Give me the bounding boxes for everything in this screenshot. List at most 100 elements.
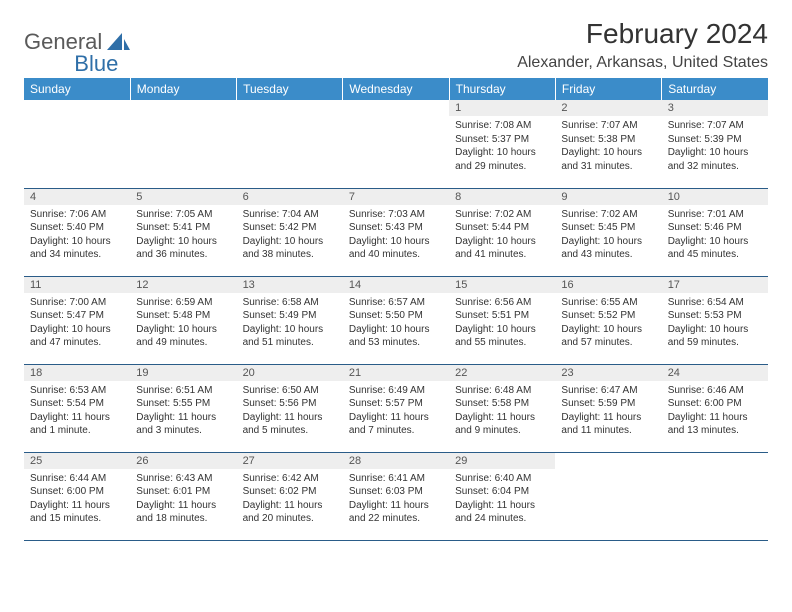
calendar-cell: 8Sunrise: 7:02 AMSunset: 5:44 PMDaylight…	[449, 188, 555, 276]
calendar-cell: 22Sunrise: 6:48 AMSunset: 5:58 PMDayligh…	[449, 364, 555, 452]
calendar-cell: 6Sunrise: 7:04 AMSunset: 5:42 PMDaylight…	[237, 188, 343, 276]
calendar-cell	[662, 452, 768, 540]
day-number: 18	[24, 365, 130, 381]
day-number: 25	[24, 453, 130, 469]
day-details: Sunrise: 6:48 AMSunset: 5:58 PMDaylight:…	[449, 381, 555, 442]
day-details: Sunrise: 7:07 AMSunset: 5:38 PMDaylight:…	[555, 116, 661, 177]
calendar-cell	[343, 100, 449, 188]
day-details: Sunrise: 7:03 AMSunset: 5:43 PMDaylight:…	[343, 205, 449, 266]
day-details: Sunrise: 7:05 AMSunset: 5:41 PMDaylight:…	[130, 205, 236, 266]
calendar-cell: 11Sunrise: 7:00 AMSunset: 5:47 PMDayligh…	[24, 276, 130, 364]
calendar-body: 1Sunrise: 7:08 AMSunset: 5:37 PMDaylight…	[24, 100, 768, 540]
weekday-header: Monday	[130, 78, 236, 100]
calendar-week-row: 18Sunrise: 6:53 AMSunset: 5:54 PMDayligh…	[24, 364, 768, 452]
day-number: 11	[24, 277, 130, 293]
day-details: Sunrise: 6:59 AMSunset: 5:48 PMDaylight:…	[130, 293, 236, 354]
day-details: Sunrise: 6:56 AMSunset: 5:51 PMDaylight:…	[449, 293, 555, 354]
calendar-cell: 9Sunrise: 7:02 AMSunset: 5:45 PMDaylight…	[555, 188, 661, 276]
day-number: 26	[130, 453, 236, 469]
calendar-cell: 24Sunrise: 6:46 AMSunset: 6:00 PMDayligh…	[662, 364, 768, 452]
weekday-header: Wednesday	[343, 78, 449, 100]
day-details: Sunrise: 7:02 AMSunset: 5:44 PMDaylight:…	[449, 205, 555, 266]
calendar-cell	[130, 100, 236, 188]
calendar-cell: 29Sunrise: 6:40 AMSunset: 6:04 PMDayligh…	[449, 452, 555, 540]
logo-text-blue: Blue	[74, 51, 118, 77]
calendar-cell: 18Sunrise: 6:53 AMSunset: 5:54 PMDayligh…	[24, 364, 130, 452]
day-number: 24	[662, 365, 768, 381]
calendar-cell: 16Sunrise: 6:55 AMSunset: 5:52 PMDayligh…	[555, 276, 661, 364]
calendar-cell: 14Sunrise: 6:57 AMSunset: 5:50 PMDayligh…	[343, 276, 449, 364]
calendar-cell: 1Sunrise: 7:08 AMSunset: 5:37 PMDaylight…	[449, 100, 555, 188]
calendar-cell: 25Sunrise: 6:44 AMSunset: 6:00 PMDayligh…	[24, 452, 130, 540]
calendar-week-row: 11Sunrise: 7:00 AMSunset: 5:47 PMDayligh…	[24, 276, 768, 364]
day-number: 5	[130, 189, 236, 205]
calendar-cell: 27Sunrise: 6:42 AMSunset: 6:02 PMDayligh…	[237, 452, 343, 540]
day-details: Sunrise: 6:42 AMSunset: 6:02 PMDaylight:…	[237, 469, 343, 530]
day-number: 2	[555, 100, 661, 116]
day-number: 16	[555, 277, 661, 293]
calendar-cell: 5Sunrise: 7:05 AMSunset: 5:41 PMDaylight…	[130, 188, 236, 276]
weekday-header: Tuesday	[237, 78, 343, 100]
logo: General Blue	[24, 18, 152, 66]
day-number: 1	[449, 100, 555, 116]
day-number: 3	[662, 100, 768, 116]
day-details: Sunrise: 6:47 AMSunset: 5:59 PMDaylight:…	[555, 381, 661, 442]
calendar-cell: 20Sunrise: 6:50 AMSunset: 5:56 PMDayligh…	[237, 364, 343, 452]
day-number: 10	[662, 189, 768, 205]
day-number: 23	[555, 365, 661, 381]
day-number: 12	[130, 277, 236, 293]
weekday-header-row: SundayMondayTuesdayWednesdayThursdayFrid…	[24, 78, 768, 100]
calendar-cell: 3Sunrise: 7:07 AMSunset: 5:39 PMDaylight…	[662, 100, 768, 188]
day-details: Sunrise: 6:53 AMSunset: 5:54 PMDaylight:…	[24, 381, 130, 442]
day-details: Sunrise: 6:41 AMSunset: 6:03 PMDaylight:…	[343, 469, 449, 530]
day-details: Sunrise: 6:51 AMSunset: 5:55 PMDaylight:…	[130, 381, 236, 442]
weekday-header: Saturday	[662, 78, 768, 100]
day-details: Sunrise: 7:01 AMSunset: 5:46 PMDaylight:…	[662, 205, 768, 266]
weekday-header: Thursday	[449, 78, 555, 100]
calendar-week-row: 4Sunrise: 7:06 AMSunset: 5:40 PMDaylight…	[24, 188, 768, 276]
day-number: 21	[343, 365, 449, 381]
day-number: 13	[237, 277, 343, 293]
day-number: 27	[237, 453, 343, 469]
calendar-cell: 17Sunrise: 6:54 AMSunset: 5:53 PMDayligh…	[662, 276, 768, 364]
day-details: Sunrise: 6:58 AMSunset: 5:49 PMDaylight:…	[237, 293, 343, 354]
day-number: 29	[449, 453, 555, 469]
day-details: Sunrise: 6:44 AMSunset: 6:00 PMDaylight:…	[24, 469, 130, 530]
day-details: Sunrise: 6:43 AMSunset: 6:01 PMDaylight:…	[130, 469, 236, 530]
calendar-cell: 15Sunrise: 6:56 AMSunset: 5:51 PMDayligh…	[449, 276, 555, 364]
day-number: 17	[662, 277, 768, 293]
day-number: 28	[343, 453, 449, 469]
calendar-cell: 2Sunrise: 7:07 AMSunset: 5:38 PMDaylight…	[555, 100, 661, 188]
day-details: Sunrise: 7:06 AMSunset: 5:40 PMDaylight:…	[24, 205, 130, 266]
weekday-header: Friday	[555, 78, 661, 100]
day-details: Sunrise: 7:04 AMSunset: 5:42 PMDaylight:…	[237, 205, 343, 266]
title-block: February 2024 Alexander, Arkansas, Unite…	[517, 18, 768, 72]
day-details: Sunrise: 7:07 AMSunset: 5:39 PMDaylight:…	[662, 116, 768, 177]
header: General Blue February 2024 Alexander, Ar…	[24, 18, 768, 72]
location-text: Alexander, Arkansas, United States	[517, 54, 768, 72]
calendar-week-row: 1Sunrise: 7:08 AMSunset: 5:37 PMDaylight…	[24, 100, 768, 188]
day-details: Sunrise: 7:08 AMSunset: 5:37 PMDaylight:…	[449, 116, 555, 177]
day-details: Sunrise: 7:02 AMSunset: 5:45 PMDaylight:…	[555, 205, 661, 266]
day-details: Sunrise: 6:54 AMSunset: 5:53 PMDaylight:…	[662, 293, 768, 354]
weekday-header: Sunday	[24, 78, 130, 100]
day-details: Sunrise: 6:57 AMSunset: 5:50 PMDaylight:…	[343, 293, 449, 354]
calendar-cell: 23Sunrise: 6:47 AMSunset: 5:59 PMDayligh…	[555, 364, 661, 452]
calendar-cell: 21Sunrise: 6:49 AMSunset: 5:57 PMDayligh…	[343, 364, 449, 452]
calendar-cell	[237, 100, 343, 188]
day-number: 22	[449, 365, 555, 381]
day-details: Sunrise: 7:00 AMSunset: 5:47 PMDaylight:…	[24, 293, 130, 354]
day-details: Sunrise: 6:55 AMSunset: 5:52 PMDaylight:…	[555, 293, 661, 354]
calendar-cell: 10Sunrise: 7:01 AMSunset: 5:46 PMDayligh…	[662, 188, 768, 276]
day-details: Sunrise: 6:49 AMSunset: 5:57 PMDaylight:…	[343, 381, 449, 442]
calendar-cell: 26Sunrise: 6:43 AMSunset: 6:01 PMDayligh…	[130, 452, 236, 540]
calendar-table: SundayMondayTuesdayWednesdayThursdayFrid…	[24, 78, 768, 541]
day-number: 4	[24, 189, 130, 205]
day-number: 19	[130, 365, 236, 381]
day-details: Sunrise: 6:50 AMSunset: 5:56 PMDaylight:…	[237, 381, 343, 442]
day-details: Sunrise: 6:46 AMSunset: 6:00 PMDaylight:…	[662, 381, 768, 442]
calendar-cell	[24, 100, 130, 188]
calendar-cell: 7Sunrise: 7:03 AMSunset: 5:43 PMDaylight…	[343, 188, 449, 276]
day-number: 6	[237, 189, 343, 205]
calendar-week-row: 25Sunrise: 6:44 AMSunset: 6:00 PMDayligh…	[24, 452, 768, 540]
